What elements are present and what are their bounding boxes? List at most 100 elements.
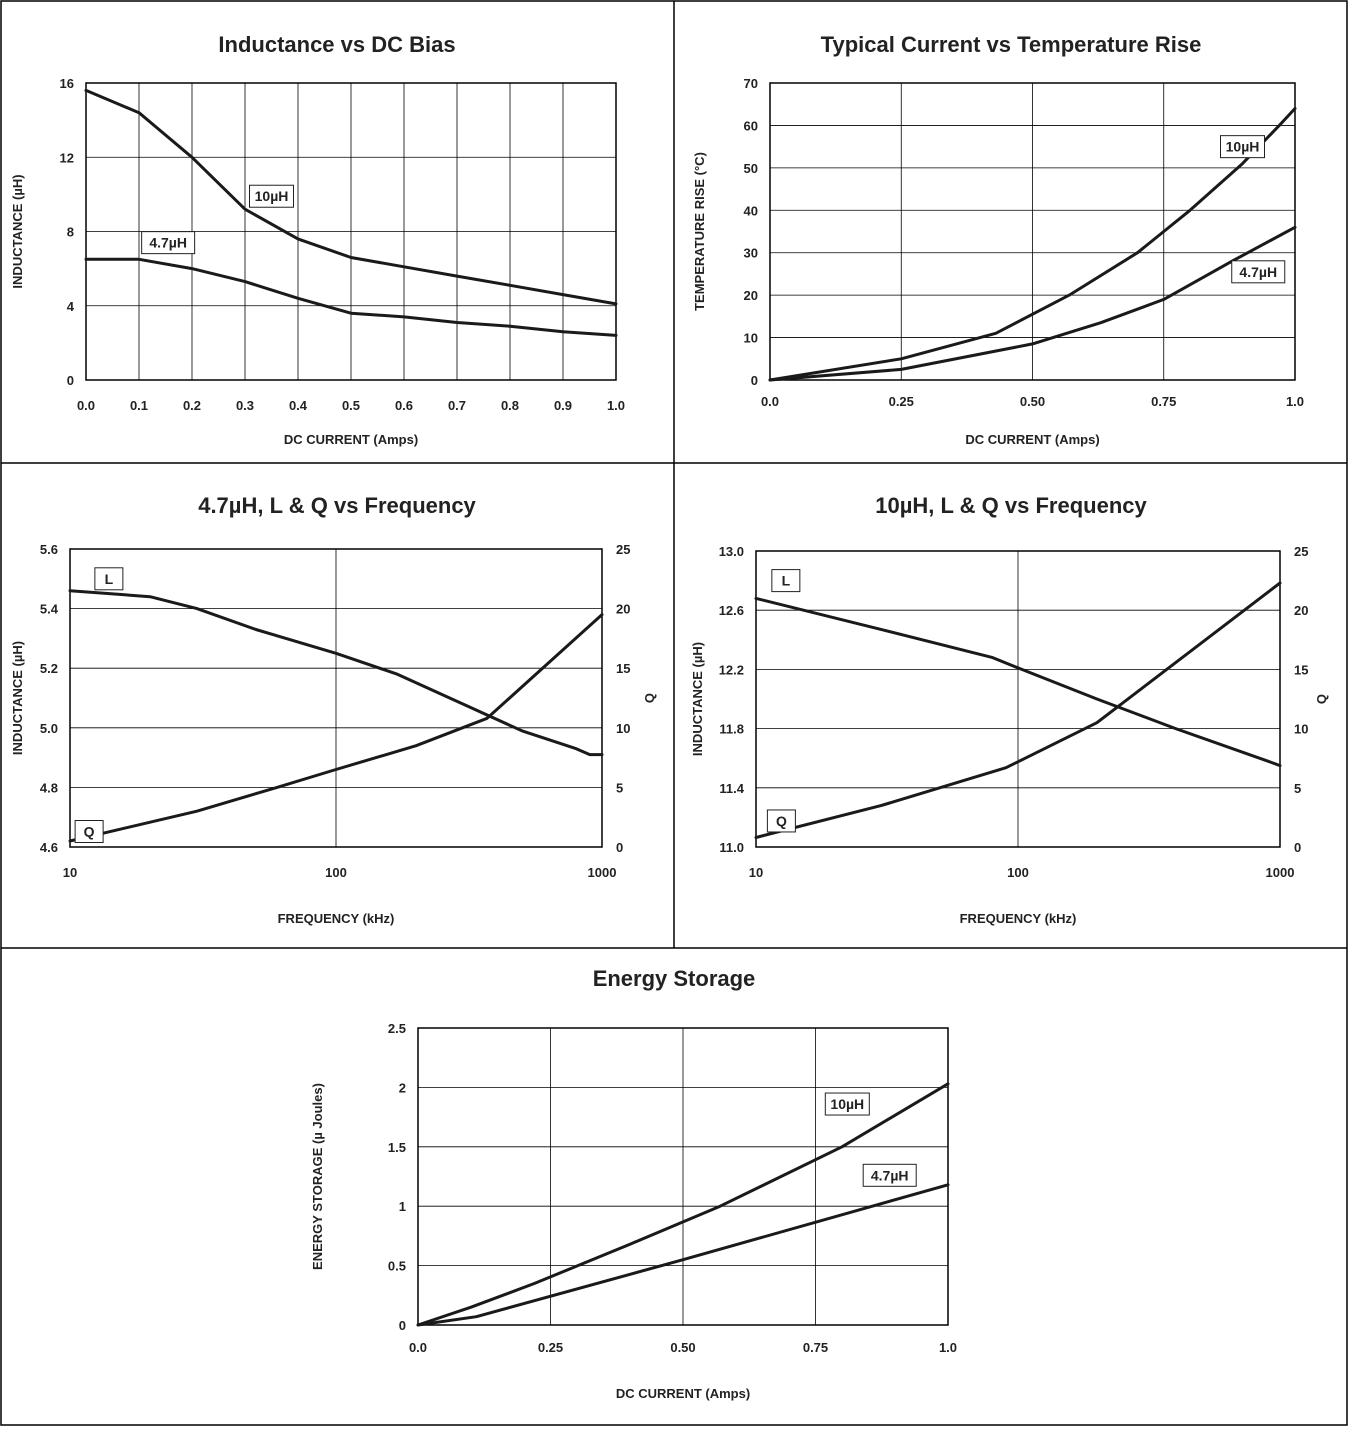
x-tick-label: 100 — [325, 865, 347, 880]
y-tick-label: 0 — [751, 373, 758, 388]
x-tick-label: 0.0 — [77, 398, 95, 413]
y-tick-label: 5.2 — [40, 661, 58, 676]
y-axis-label: ENERGY STORAGE (µ Joules) — [310, 1083, 325, 1270]
x-tick-label: 0.5 — [342, 398, 360, 413]
y-tick-label: 11.4 — [719, 781, 744, 796]
x-tick-label: 0.3 — [236, 398, 254, 413]
plot-area — [769, 82, 1296, 381]
x-tick-label: 0.1 — [130, 398, 148, 413]
y-tick-label: 2 — [399, 1080, 406, 1095]
series-label-text: L — [782, 573, 791, 589]
x-axis-label: DC CURRENT (Amps) — [965, 432, 1099, 447]
x-axis-label: DC CURRENT (Amps) — [284, 432, 418, 447]
chart-title: Inductance vs DC Bias — [218, 32, 455, 57]
series-label-text: 10µH — [255, 188, 289, 204]
chart-lq-vs-frequency-10uh: 10µH, L & Q vs Frequency 10 100 1000 11.0 11.… — [674, 463, 1348, 948]
chart-energy-storage: Energy Storage 0.0 0.25 0.50 0.75 1.0 0 0.5 1 1.5… — [0, 948, 1348, 1426]
x-tick-label: 1000 — [588, 865, 617, 880]
series-line — [754, 581, 1282, 839]
y-tick-label: 12.6 — [719, 603, 744, 618]
x-tick-label: 1000 — [1266, 865, 1295, 880]
series-label: Q — [766, 809, 796, 833]
series-label-text: 10µH — [1226, 139, 1260, 155]
x-tick-label: 1.0 — [1286, 394, 1304, 409]
y-tick-label: 0 — [67, 373, 74, 388]
y-tick-label: 40 — [744, 203, 758, 218]
y-tick-label: 1 — [399, 1199, 406, 1214]
y-tick-label: 12.2 — [719, 662, 744, 677]
x-axis-label: FREQUENCY (kHz) — [278, 911, 395, 926]
series-label: L — [771, 569, 801, 593]
y2-tick-label: 20 — [1294, 603, 1308, 618]
series-label-text: 4.7µH — [871, 1167, 909, 1183]
y-axis-label: TEMPERATURE RISE (°C) — [692, 152, 707, 311]
chart-title: 10µH, L & Q vs Frequency — [875, 493, 1147, 518]
x-tick-label: 10 — [63, 865, 77, 880]
series-line — [754, 596, 1282, 768]
series-label-box — [74, 820, 104, 844]
series-label-text: Q — [776, 813, 787, 829]
y-tick-label: 8 — [67, 225, 74, 240]
y-tick-label: 30 — [744, 246, 758, 261]
y2-tick-label: 15 — [616, 661, 630, 676]
x-tick-label: 1.0 — [607, 398, 625, 413]
y-tick-label: 5.4 — [40, 602, 59, 617]
x-tick-label: 1.0 — [939, 1340, 957, 1355]
y2-tick-label: 10 — [1294, 722, 1308, 737]
y2-tick-label: 0 — [616, 840, 623, 855]
series-label: 4.7µH — [1231, 260, 1286, 284]
x-tick-label: 0.50 — [1020, 394, 1045, 409]
x-tick-label: 0.75 — [803, 1340, 828, 1355]
y-tick-label: 2.5 — [388, 1021, 406, 1036]
y-axis-label: INDUCTANCE (µH) — [10, 641, 25, 755]
y-tick-label: 60 — [744, 118, 758, 133]
series-label: 10µH — [249, 184, 294, 208]
y-tick-label: 5.0 — [40, 721, 58, 736]
y-tick-label: 5.6 — [40, 542, 58, 557]
y-tick-label: 4.6 — [40, 840, 58, 855]
series-label-text: 4.7µH — [1239, 264, 1277, 280]
chart-svg: Typical Current vs Temperature Rise 0.0 0.… — [692, 32, 1304, 447]
x-tick-label: 0.6 — [395, 398, 413, 413]
y-tick-label: 4 — [67, 299, 75, 314]
y2-tick-label: 0 — [1294, 840, 1301, 855]
y-tick-label: 11.8 — [719, 722, 744, 737]
series-label: Q — [74, 820, 104, 844]
chart-lq-vs-frequency-4-7uh: 4.7µH, L & Q vs Frequency 10 100 1000 4.6 4.8… — [0, 463, 674, 948]
y-tick-label: 16 — [60, 76, 74, 91]
y2-tick-label: 10 — [616, 721, 630, 736]
plot-area — [755, 550, 1281, 848]
y2-tick-label: 25 — [616, 542, 630, 557]
y-tick-label: 0.5 — [388, 1259, 406, 1274]
series-label: 10µH — [1220, 135, 1265, 159]
chart-current-vs-temperature-rise: Typical Current vs Temperature Rise 0.0 0.… — [674, 0, 1348, 463]
x-tick-label: 0.75 — [1151, 394, 1176, 409]
y2-tick-label: 5 — [616, 780, 623, 795]
series-label-box — [824, 1092, 870, 1116]
series-label: 4.7µH — [862, 1163, 917, 1187]
x-tick-label: 10 — [749, 865, 763, 880]
y-tick-label: 13.0 — [719, 544, 744, 559]
x-tick-label: 0.25 — [538, 1340, 563, 1355]
chart-title: Energy Storage — [593, 966, 756, 991]
y-tick-label: 20 — [744, 288, 758, 303]
x-tick-label: 0.7 — [448, 398, 466, 413]
x-tick-label: 0.0 — [761, 394, 779, 409]
series-line — [416, 1082, 950, 1327]
series-label: L — [94, 567, 124, 591]
x-tick-label: 0.50 — [670, 1340, 695, 1355]
y-axis-label: INDUCTANCE (µH) — [10, 174, 25, 288]
series-line — [416, 1183, 950, 1327]
series-label-box — [141, 231, 196, 255]
y-tick-label: 4.8 — [40, 780, 58, 795]
chart-svg: Energy Storage 0.0 0.25 0.50 0.75 1.0 0 0.5 1 1.5… — [310, 966, 957, 1401]
y2-axis-label: Q — [642, 693, 657, 703]
series-label-box — [862, 1163, 917, 1187]
y-tick-label: 50 — [744, 161, 758, 176]
x-axis-label: DC CURRENT (Amps) — [616, 1386, 750, 1401]
y-tick-label: 70 — [744, 76, 758, 91]
series-label-box — [1220, 135, 1265, 159]
